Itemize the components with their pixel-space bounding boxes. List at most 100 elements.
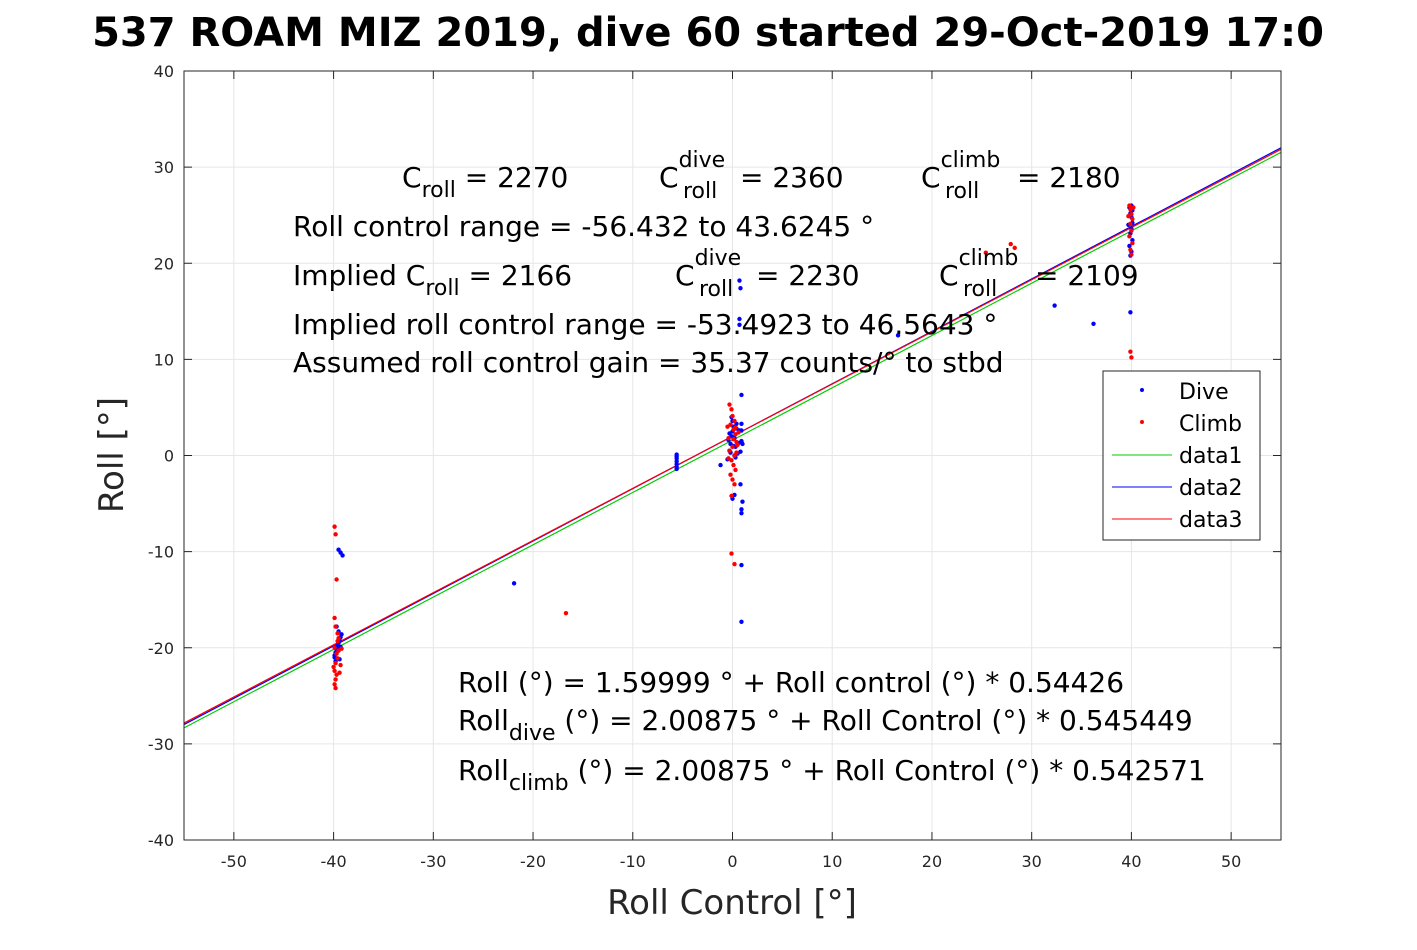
point-dive [738,286,743,291]
annot-c-climb-val: = 2180 [1017,161,1121,194]
point-climb [1008,241,1013,247]
point-climb [332,524,337,529]
point-dive [339,632,344,637]
point-climb [728,472,733,477]
x-axis-label: Roll Control [°] [607,883,857,923]
point-climb [734,450,739,455]
x-tick-label: -10 [620,852,646,871]
annot-implied: Implied Croll = 2166 [293,259,572,301]
point-climb [1128,349,1133,354]
point-climb [339,646,344,651]
point-climb [727,402,732,407]
point-climb [333,660,338,666]
y-tick-label: -40 [148,831,174,850]
point-climb [333,532,338,537]
point-climb [1127,234,1132,239]
point-climb [729,551,734,556]
annot-c-climb-sub: roll [945,179,979,204]
y-tick-label: 0 [164,447,174,466]
point-climb [332,682,337,687]
point-dive [727,431,732,436]
annot-c-dive-sub: roll [683,179,717,204]
point-dive [511,581,517,586]
point-dive [740,499,745,504]
point-climb [731,462,736,468]
point-dive [737,322,742,327]
point-climb [335,631,340,636]
annot-eq1: Roll (°) = 1.59999 ° + Roll control (°) … [458,666,1124,699]
point-climb [726,456,731,461]
point-climb [335,656,340,661]
point-climb [1012,245,1017,251]
x-tick-label: -40 [321,852,347,871]
point-dive [1128,310,1133,315]
point-climb [730,477,735,482]
x-tick-label: 50 [1221,852,1241,871]
point-dive [738,482,743,487]
point-climb [1129,252,1134,257]
y-tick-label: -10 [148,543,174,562]
point-climb [731,436,736,442]
point-dive [739,421,744,426]
x-tick-label: 20 [922,852,942,871]
point-climb [334,577,339,582]
point-climb [335,638,340,644]
annot-range: Roll control range = -56.432 to 43.6245 … [293,210,874,243]
point-climb [1130,216,1135,222]
point-dive [340,553,345,558]
x-tick-label: 10 [822,852,842,871]
annot-implied-dive: Cdive [675,246,741,292]
annot-implied-climb-val: = 2109 [1035,259,1139,292]
annot-eq2: Rolldive (°) = 2.00875 ° + Roll Control … [458,704,1193,746]
annot-c-dive-val: = 2360 [740,161,844,194]
annot-c-roll: Croll = 2270 [402,161,568,203]
point-climb [732,482,737,487]
point-climb [1129,228,1134,233]
legend-data2-label: data2 [1179,476,1243,501]
point-climb [735,442,740,448]
legend-dive-label: Dive [1179,380,1229,405]
annot-gain: Assumed roll control gain = 35.37 counts… [293,346,1004,379]
point-climb [333,685,338,691]
legend: Dive Climb data1 data2 data3 [1102,370,1261,541]
annot-implied-climb-sub: roll [963,277,997,302]
point-climb [733,467,738,473]
point-climb [1130,240,1135,246]
point-climb [725,424,730,429]
annot-c-dive: Cdive [659,148,725,194]
annot-c-climb: Cclimb [921,148,1000,194]
x-tick-label: 40 [1121,852,1141,871]
point-climb [726,435,731,441]
point-climb [1127,203,1132,208]
point-climb [729,493,734,499]
annot-implied-climb: Cclimb [939,246,1018,292]
point-climb [1128,247,1133,252]
point-climb [1129,355,1134,360]
data-points [331,203,1136,691]
legend-climb-label: Climb [1179,412,1242,437]
point-climb [736,430,741,435]
legend-dive-marker [1140,388,1144,392]
point-climb [332,668,337,674]
point-dive [739,507,744,512]
y-tick-label: 10 [154,350,174,369]
y-tick-label: -30 [148,735,174,754]
point-dive [738,449,743,454]
point-climb [729,407,734,412]
point-climb [338,662,343,668]
legend-climb-marker [1140,420,1144,424]
point-dive [740,441,745,447]
x-tick-label: -30 [420,852,446,871]
x-tick-label: -50 [221,852,247,871]
point-climb [332,645,337,650]
x-tick-label: 0 [727,852,737,871]
annot-eq3: Rollclimb (°) = 2.00875 ° + Roll Control… [458,754,1206,796]
point-dive [739,392,744,398]
point-dive [737,316,742,322]
point-climb [563,610,569,616]
y-axis-label: Roll [°] [92,397,132,513]
legend-data1-label: data1 [1179,444,1243,469]
point-climb [1126,213,1131,219]
annot-implied-range: Implied roll control range = -53.4923 to… [293,308,997,341]
